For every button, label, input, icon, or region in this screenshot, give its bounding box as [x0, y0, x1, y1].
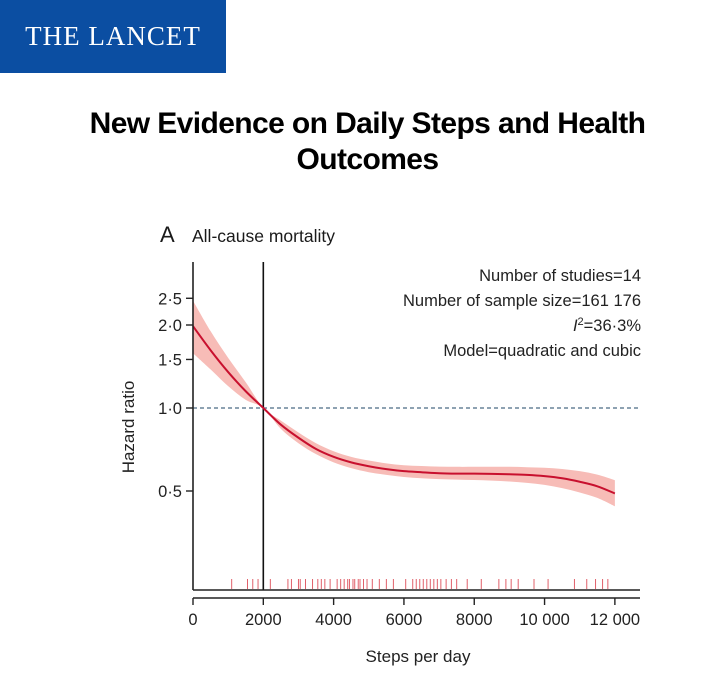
hazard-ratio-curve: [192, 325, 616, 495]
x-axis-label: Steps per day: [366, 647, 471, 666]
y-tick-label: 2·5: [158, 290, 182, 308]
x-tick-label: 2000: [245, 611, 282, 629]
logo-text: THE LANCET: [25, 21, 201, 51]
panel-letter: A: [160, 222, 175, 247]
i2-symbol: I: [573, 317, 578, 335]
x-tick-label: 10 000: [519, 611, 569, 629]
i2-superscript: 2: [578, 316, 584, 328]
annotation-studies: Number of studies=14: [479, 267, 641, 285]
y-tick-label: 2·0: [158, 317, 182, 335]
annotation-model: Model=quadratic and cubic: [443, 342, 641, 360]
x-tick-label: 0: [188, 611, 197, 629]
y-tick-label: 1·5: [158, 351, 182, 369]
i2-value: =36·3%: [584, 317, 642, 335]
x-tick-label: 6000: [386, 611, 423, 629]
y-tick-label: 1·0: [158, 400, 182, 418]
x-tick-label: 4000: [315, 611, 352, 629]
chart-title: All-cause mortality: [192, 226, 335, 246]
annotation-heterogeneity: I2=36·3%: [573, 316, 641, 335]
y-tick-label: 0·5: [158, 483, 182, 501]
confidence-band: [193, 300, 615, 507]
page-title: New Evidence on Daily Steps and Health O…: [89, 107, 646, 176]
annotation-sample-size: Number of sample size=161 176: [403, 292, 641, 310]
x-tick-label: 8000: [456, 611, 493, 629]
x-tick-label: 12 000: [590, 611, 640, 629]
lancet-logo: THE LANCET: [0, 0, 226, 73]
y-axis-label: Hazard ratio: [119, 381, 138, 474]
